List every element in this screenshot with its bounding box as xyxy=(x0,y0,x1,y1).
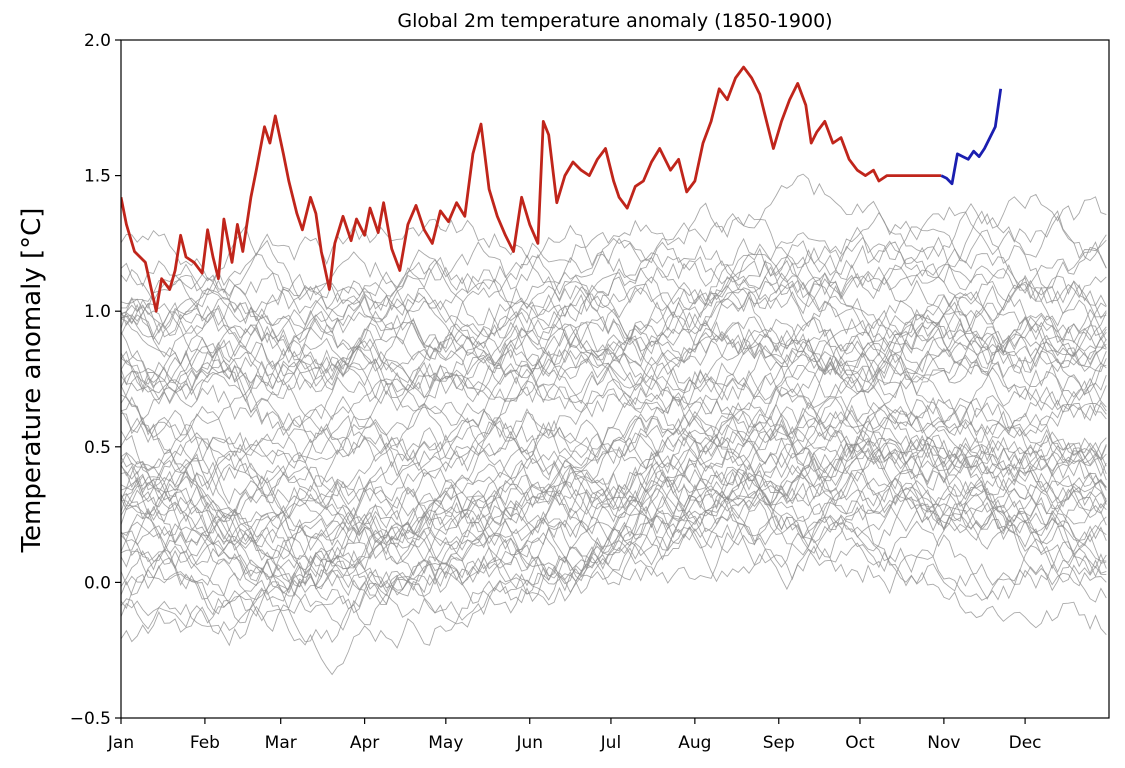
historical-year-line xyxy=(121,455,1107,574)
x-tick-label: Nov xyxy=(927,733,960,753)
historical-year-line xyxy=(121,383,1107,520)
y-tick-label: −0.5 xyxy=(70,709,111,729)
current-year-line-blue xyxy=(940,88,1003,186)
plot-frame xyxy=(120,39,1110,719)
highlight-series-lines xyxy=(121,65,1003,313)
x-tick-label: Jun xyxy=(515,733,543,753)
x-tick-label: Mar xyxy=(265,733,297,753)
axes: −0.5 0.0 0.5 1.0 1.5 2.0 Jan Feb Mar Apr May Jun Jul… xyxy=(70,31,1110,753)
historical-year-line xyxy=(121,302,1107,389)
historical-year-line xyxy=(121,315,1107,396)
historical-year-line xyxy=(121,279,1107,376)
historical-year-line xyxy=(121,351,1107,461)
historical-year-line xyxy=(121,476,1107,597)
historical-year-line xyxy=(121,439,1107,578)
chart-title: Global 2m temperature anomaly (1850-1900… xyxy=(397,10,832,32)
historical-year-line xyxy=(121,262,1107,363)
y-tick-label: 0.0 xyxy=(84,573,111,593)
historical-years-lines xyxy=(121,173,1107,676)
x-tick-label: Oct xyxy=(845,733,875,753)
historical-year-line xyxy=(121,438,1107,549)
historical-year-line xyxy=(121,173,1107,281)
x-tick-label: Dec xyxy=(1009,733,1042,753)
historical-year-line xyxy=(121,266,1107,386)
historical-year-line xyxy=(121,480,1107,676)
historical-year-line xyxy=(121,493,1107,616)
historical-year-line xyxy=(121,247,1107,349)
historical-year-line xyxy=(121,513,1107,644)
historical-year-line xyxy=(121,396,1107,541)
historical-year-line xyxy=(121,206,1107,336)
x-tick-label: Sep xyxy=(763,733,795,753)
historical-year-line xyxy=(121,479,1107,647)
x-tick-label: Jan xyxy=(107,733,134,753)
current-year-line-red xyxy=(121,65,942,313)
historical-year-line xyxy=(121,226,1107,346)
x-tick-label: Aug xyxy=(678,733,711,753)
historical-year-line xyxy=(121,380,1107,518)
historical-year-line xyxy=(121,442,1107,581)
historical-year-line xyxy=(121,503,1107,635)
historical-year-line xyxy=(121,322,1107,428)
y-tick-label: 0.5 xyxy=(84,438,111,458)
historical-year-line xyxy=(121,394,1107,501)
y-tick-label: 2.0 xyxy=(84,31,111,51)
historical-year-line xyxy=(121,464,1107,605)
y-tick-label: 1.5 xyxy=(84,167,111,187)
historical-year-line xyxy=(121,429,1107,600)
x-tick-label: May xyxy=(428,733,463,753)
historical-year-line xyxy=(121,356,1107,462)
x-tick-label: Jul xyxy=(600,733,622,753)
historical-year-line xyxy=(121,237,1107,330)
historical-year-line xyxy=(121,317,1107,451)
historical-year-line xyxy=(121,447,1107,583)
historical-year-line xyxy=(121,333,1107,491)
historical-year-line xyxy=(121,437,1107,560)
historical-year-line xyxy=(121,210,1107,358)
historical-year-line xyxy=(121,442,1107,528)
x-tick-label: Feb xyxy=(190,733,220,753)
historical-year-line xyxy=(121,272,1107,376)
historical-year-line xyxy=(121,433,1107,560)
x-tick-label: Apr xyxy=(350,733,379,753)
historical-year-line xyxy=(121,236,1107,326)
historical-year-line xyxy=(121,491,1107,631)
y-tick-label: 1.0 xyxy=(84,302,111,322)
historical-year-line xyxy=(121,311,1107,421)
y-axis-label: Temperature anomaly [°C] xyxy=(17,208,47,554)
historical-year-line xyxy=(121,500,1107,628)
